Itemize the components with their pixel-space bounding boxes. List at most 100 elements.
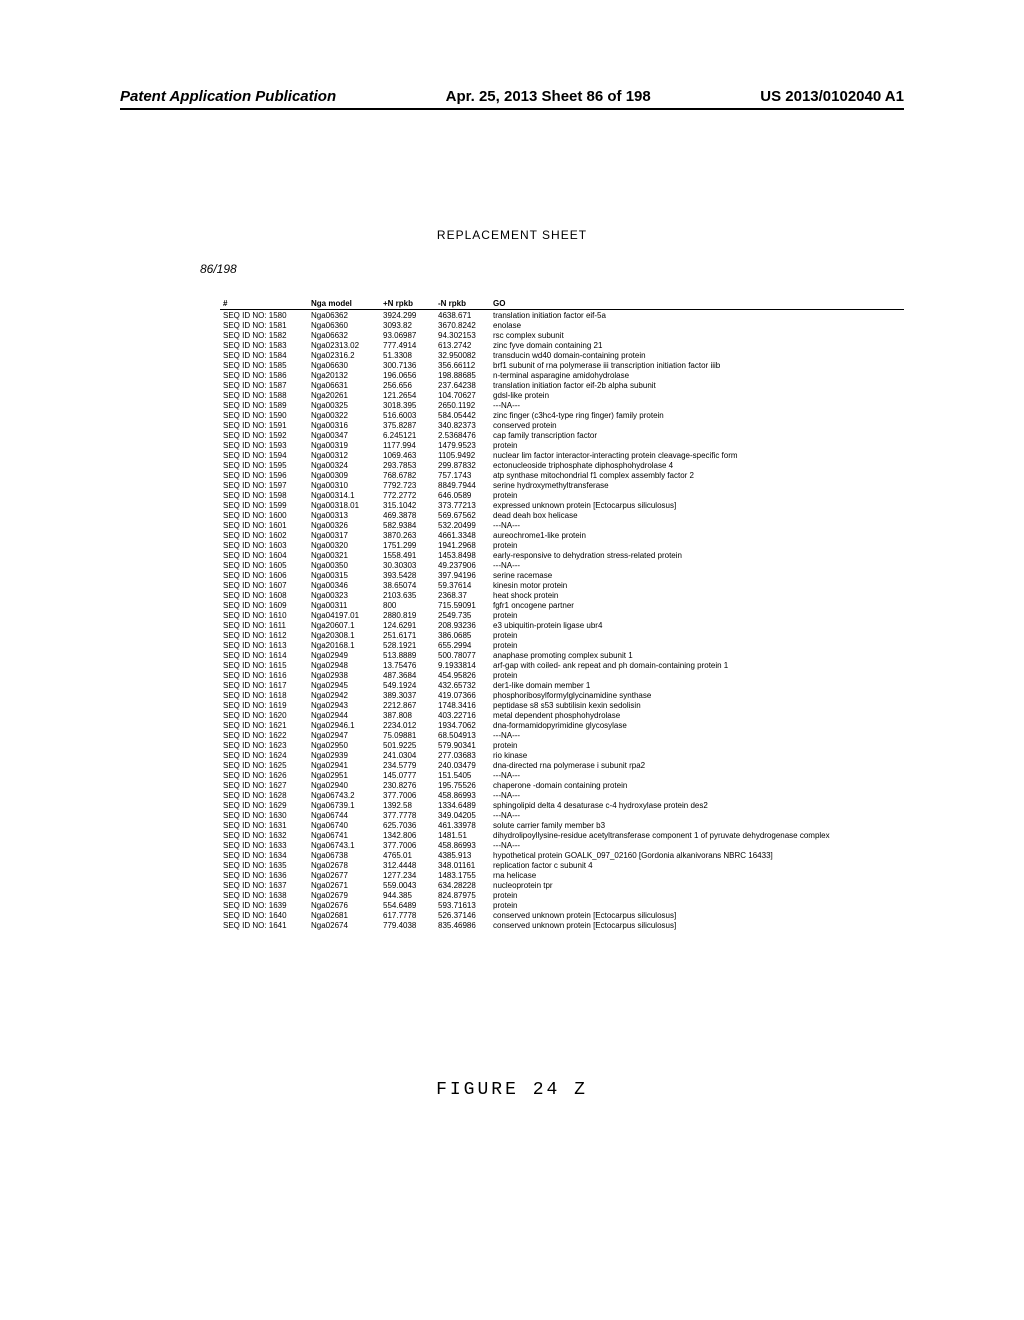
table-cell: 8849.7944 [435,480,490,490]
table-cell: replication factor c subunit 4 [490,860,904,870]
table-cell: 2368.37 [435,590,490,600]
table-row: SEQ ID NO: 1640Nga02681617.7778526.37146… [220,910,904,920]
table-cell: Nga06744 [308,810,380,820]
table-cell: 419.07366 [435,690,490,700]
table-cell: 94.302153 [435,330,490,340]
table-cell: 1342.806 [380,830,435,840]
table-cell: 584.05442 [435,410,490,420]
table-cell: 356.66112 [435,360,490,370]
table-cell: SEQ ID NO: 1604 [220,550,308,560]
table-cell: Nga20607.1 [308,620,380,630]
table-cell: 312.4448 [380,860,435,870]
table-cell: SEQ ID NO: 1582 [220,330,308,340]
table-cell: 299.87832 [435,460,490,470]
table-row: SEQ ID NO: 1603Nga003201751.2991941.2968… [220,540,904,550]
table-cell: 528.1921 [380,640,435,650]
table-cell: 944.385 [380,890,435,900]
table-cell: 532.20499 [435,520,490,530]
table-cell: ---NA--- [490,400,904,410]
table-cell: 1453.8498 [435,550,490,560]
table-row: SEQ ID NO: 1634Nga067384765.014385.913hy… [220,850,904,860]
table-cell: 487.3684 [380,670,435,680]
table-cell: Nga02951 [308,770,380,780]
table-row: SEQ ID NO: 1596Nga00309768.6782757.1743a… [220,470,904,480]
replacement-sheet-label: REPLACEMENT SHEET [0,228,1024,242]
table-cell: dihydrolipoyllysine-residue acetyltransf… [490,830,904,840]
table-cell: Nga00318.01 [308,500,380,510]
table-cell: Nga00320 [308,540,380,550]
table-cell: 835.46986 [435,920,490,930]
table-cell: 241.0304 [380,750,435,760]
table-cell: cap family transcription factor [490,430,904,440]
table-cell: 251.6171 [380,630,435,640]
table-cell: Nga02940 [308,780,380,790]
table-cell: 124.6291 [380,620,435,630]
table-cell: SEQ ID NO: 1583 [220,340,308,350]
table-cell: Nga02678 [308,860,380,870]
table-cell: aureochrome1-like protein [490,530,904,540]
table-cell: Nga02939 [308,750,380,760]
table-cell: 256.656 [380,380,435,390]
table-cell: SEQ ID NO: 1635 [220,860,308,870]
table-cell: ---NA--- [490,840,904,850]
table-cell: 646.0589 [435,490,490,500]
table-cell: SEQ ID NO: 1581 [220,320,308,330]
sheet-number: 86/198 [200,262,237,276]
table-row: SEQ ID NO: 1612Nga20308.1251.6171386.068… [220,630,904,640]
table-cell: SEQ ID NO: 1599 [220,500,308,510]
table-row: SEQ ID NO: 1615Nga0294813.754769.1933814… [220,660,904,670]
table-row: SEQ ID NO: 1597Nga003107792.7238849.7944… [220,480,904,490]
table-cell: Nga04197.01 [308,610,380,620]
table-cell: 757.1743 [435,470,490,480]
table-cell: 500.78077 [435,650,490,660]
table-cell: Nga02942 [308,690,380,700]
table-cell: Nga02316.2 [308,350,380,360]
table-cell: Nga00322 [308,410,380,420]
table-cell: SEQ ID NO: 1592 [220,430,308,440]
table-cell: Nga00313 [308,510,380,520]
table-row: SEQ ID NO: 1598Nga00314.1772.2772646.058… [220,490,904,500]
table-cell: 300.7136 [380,360,435,370]
table-cell: expressed unknown protein [Ectocarpus si… [490,500,904,510]
sequence-table: #Nga model+N rpkb-N rpkbGO SEQ ID NO: 15… [220,298,904,930]
table-cell: 3093.82 [380,320,435,330]
table-row: SEQ ID NO: 1600Nga00313469.3878569.67562… [220,510,904,520]
table-cell: 2212.867 [380,700,435,710]
table-cell: 4385.913 [435,850,490,860]
table-row: SEQ ID NO: 1638Nga02679944.385824.87975p… [220,890,904,900]
table-cell: SEQ ID NO: 1594 [220,450,308,460]
table-row: SEQ ID NO: 1636Nga026771277.2341483.1755… [220,870,904,880]
header-right: US 2013/0102040 A1 [760,88,904,105]
table-cell: 4638.671 [435,310,490,321]
table-cell: rio kinase [490,750,904,760]
table-cell: SEQ ID NO: 1627 [220,780,308,790]
table-row: SEQ ID NO: 1585Nga06630300.7136356.66112… [220,360,904,370]
table-cell: SEQ ID NO: 1641 [220,920,308,930]
table-cell: 1481.51 [435,830,490,840]
table-cell: dna-formamidopyrimidine glycosylase [490,720,904,730]
table-cell: chaperone -domain containing protein [490,780,904,790]
table-row: SEQ ID NO: 1633Nga06743.1377.7006458.869… [220,840,904,850]
table-cell: 613.2742 [435,340,490,350]
table-cell: der1-like domain member 1 [490,680,904,690]
table-row: SEQ ID NO: 1590Nga00322516.6003584.05442… [220,410,904,420]
table-cell: ---NA--- [490,730,904,740]
table-cell: SEQ ID NO: 1609 [220,600,308,610]
table-cell: 2650.1192 [435,400,490,410]
header-left: Patent Application Publication [120,88,336,105]
table-cell: ---NA--- [490,770,904,780]
table-cell: 1558.491 [380,550,435,560]
table-row: SEQ ID NO: 1591Nga00316375.8287340.82373… [220,420,904,430]
table-cell: SEQ ID NO: 1633 [220,840,308,850]
table-cell: Nga02674 [308,920,380,930]
table-cell: 208.93236 [435,620,490,630]
table-cell: 13.75476 [380,660,435,670]
table-header-cell: +N rpkb [380,298,435,310]
table-cell: 38.65074 [380,580,435,590]
table-header-cell: Nga model [308,298,380,310]
header-divider [120,108,904,110]
table-cell: SEQ ID NO: 1620 [220,710,308,720]
table-cell: transducin wd40 domain-containing protei… [490,350,904,360]
table-cell: nuclear lim factor interactor-interactin… [490,450,904,460]
table-row: SEQ ID NO: 1602Nga003173870.2634661.3348… [220,530,904,540]
